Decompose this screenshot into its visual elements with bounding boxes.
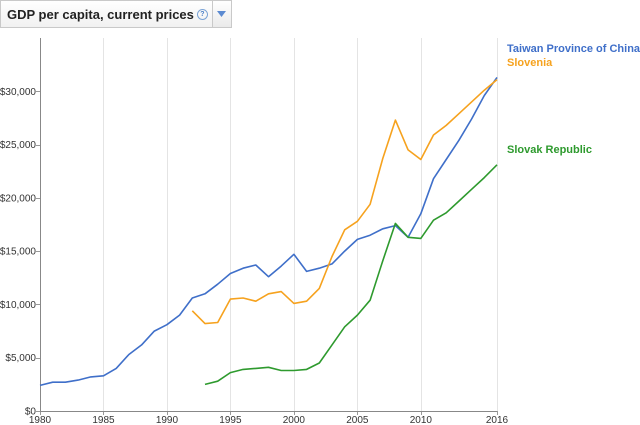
axes bbox=[36, 38, 498, 415]
x-tick-label: 2005 bbox=[346, 415, 369, 425]
series-label-slovak-republic: Slovak Republic bbox=[507, 144, 592, 156]
x-tick-label: 1995 bbox=[219, 415, 242, 425]
y-tick-label: $15,000 bbox=[0, 247, 36, 258]
series-line-slovenia bbox=[191, 78, 498, 325]
indicator-box[interactable]: GDP per capita, current prices ? bbox=[0, 0, 212, 28]
y-tick-label: $10,000 bbox=[0, 300, 36, 311]
chevron-down-icon bbox=[217, 11, 227, 17]
y-tick-label: $0 bbox=[25, 407, 37, 418]
x-tick-label: 1980 bbox=[29, 415, 52, 425]
help-circle-icon[interactable]: ? bbox=[196, 8, 208, 20]
y-tick-label: $5,000 bbox=[5, 353, 36, 364]
x-tick-label: 1990 bbox=[156, 415, 179, 425]
x-tick-label: 2016 bbox=[486, 415, 509, 425]
x-tick-label: 2010 bbox=[410, 415, 433, 425]
indicator-dropdown-button[interactable] bbox=[211, 0, 232, 28]
series-label-taiwan-province-of-china: Taiwan Province of China bbox=[507, 43, 640, 55]
x-tick-label: 1985 bbox=[92, 415, 115, 425]
tick-labels: 1980 1985 1990 1995 2000 2005 2010 2016 $0 $5,000… bbox=[0, 87, 509, 425]
indicator-selector[interactable]: GDP per capita, current prices ? bbox=[0, 0, 232, 28]
indicator-label: GDP per capita, current prices bbox=[7, 6, 194, 22]
y-tick-label: $30,000 bbox=[0, 87, 36, 98]
series-line-slovak-republic bbox=[204, 164, 498, 386]
series-line-taiwan-province-of-china bbox=[39, 76, 498, 387]
x-tick-label: 2000 bbox=[283, 415, 306, 425]
series-label-slovenia: Slovenia bbox=[507, 57, 553, 69]
y-tick-label: $20,000 bbox=[0, 193, 36, 204]
y-tick-label: $25,000 bbox=[0, 140, 36, 151]
series-lines bbox=[39, 76, 498, 387]
series-labels: Taiwan Province of China Slovenia Slovak R… bbox=[507, 43, 640, 156]
grid-lines bbox=[103, 38, 498, 411]
